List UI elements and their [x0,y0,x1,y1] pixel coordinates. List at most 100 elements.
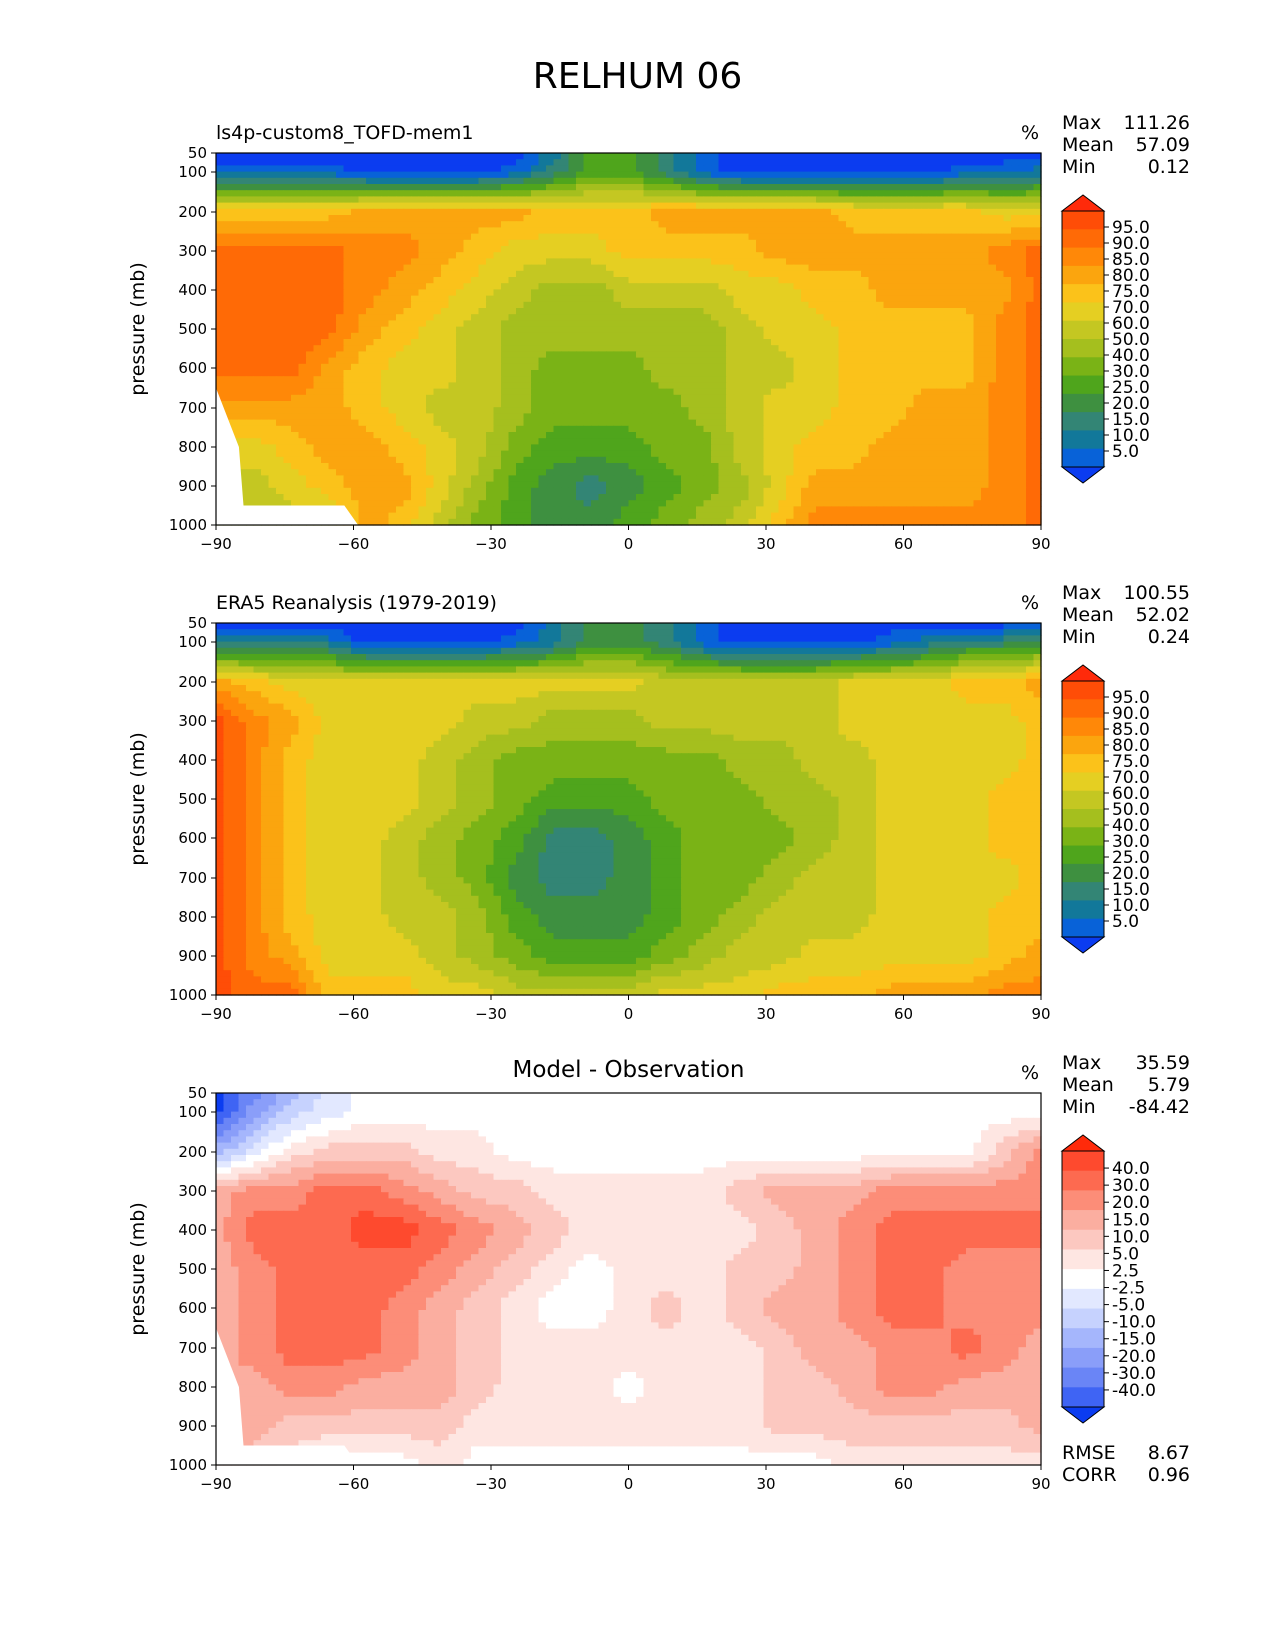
contour-cell [283,413,292,421]
contour-cell [981,332,990,340]
contour-cell [396,171,405,179]
contour-cell [456,295,465,303]
contour-cell [381,252,390,259]
contour-cell [898,289,907,297]
contour-cell [988,215,997,222]
contour-cell [403,190,412,197]
contour-cell [658,326,667,334]
contour-cell [313,289,322,297]
contour-cell [1011,357,1020,365]
contour-cell [598,339,607,346]
contour-cell [958,184,967,191]
contour-cell [591,283,600,290]
contour-cell [996,184,1005,191]
contour-cell [966,258,975,266]
contour-cell [1003,394,1012,402]
contour-cell [816,277,825,284]
contour-cell [216,252,225,259]
contour-cell [913,184,922,191]
contour-cell [456,376,465,383]
contour-cell [966,196,975,204]
contour-cell [763,413,772,421]
contour-cell [373,314,382,321]
contour-cell [718,339,727,346]
contour-cell [621,202,630,210]
contour-cell [981,401,990,408]
contour-cell [343,239,352,247]
contour-cell [238,345,247,352]
contour-cell [846,382,855,390]
contour-cell [891,370,900,377]
contour-cell [936,320,945,328]
contour-cell [1033,401,1042,408]
contour-cell [238,394,247,402]
contour-cell [816,270,825,278]
contour-cell [958,388,967,396]
contour-cell [898,283,907,290]
contour-cell [448,357,457,365]
contour-cell [1033,314,1042,321]
contour-cell [426,314,435,321]
contour-cell [216,190,225,197]
contour-cell [666,351,675,359]
contour-cell [583,363,592,371]
contour-cell [411,401,420,408]
contour-cell [748,326,757,334]
contour-cell [808,357,817,365]
contour-cell [666,370,675,377]
contour-cell [396,388,405,396]
contour-cell [681,233,690,241]
contour-cell [456,215,465,222]
contour-cell [988,171,997,179]
contour-cell [418,202,427,210]
contour-cell [546,283,555,290]
contour-cell [396,277,405,284]
contour-cell [628,171,637,179]
contour-cell [898,388,907,396]
contour-cell [801,382,810,390]
contour-cell [816,190,825,197]
contour-cell [508,159,517,166]
contour-cell [673,314,682,321]
contour-cell [246,252,255,259]
contour-cell [486,407,495,414]
contour-cell [1011,370,1020,377]
contour-cell [808,277,817,284]
contour-cell [681,308,690,315]
contour-cell [643,295,652,303]
contour-cell [726,413,735,421]
contour-cell [553,289,562,297]
contour-cell [876,295,885,303]
contour-cell [388,233,397,241]
contour-cell [613,407,622,414]
contour-cell [666,202,675,210]
contour-cell [298,159,307,166]
contour-cell [846,363,855,371]
contour-cell [628,184,637,191]
contour-cell [508,320,517,328]
contour-cell [223,407,232,414]
contour-cell [793,270,802,278]
contour-cell [636,208,645,216]
contour-cell [606,252,615,259]
contour-cell [463,401,472,408]
contour-cell [418,370,427,377]
contour-cell [553,208,562,216]
contour-cell [643,289,652,297]
contour-cell [943,326,952,334]
contour-cell [838,345,847,352]
contour-cell [703,283,712,290]
contour-cell [718,301,727,309]
contour-cell [508,252,517,259]
contour-cell [966,357,975,365]
contour-cell [973,425,982,433]
contour-cell [643,401,652,408]
contour-cell [328,246,337,253]
contour-cell [891,264,900,272]
contour-cell [718,401,727,408]
contour-cell [966,171,975,179]
contour-cell [636,345,645,352]
contour-cell [291,190,300,197]
contour-cell [216,339,225,346]
contour-cell [958,283,967,290]
